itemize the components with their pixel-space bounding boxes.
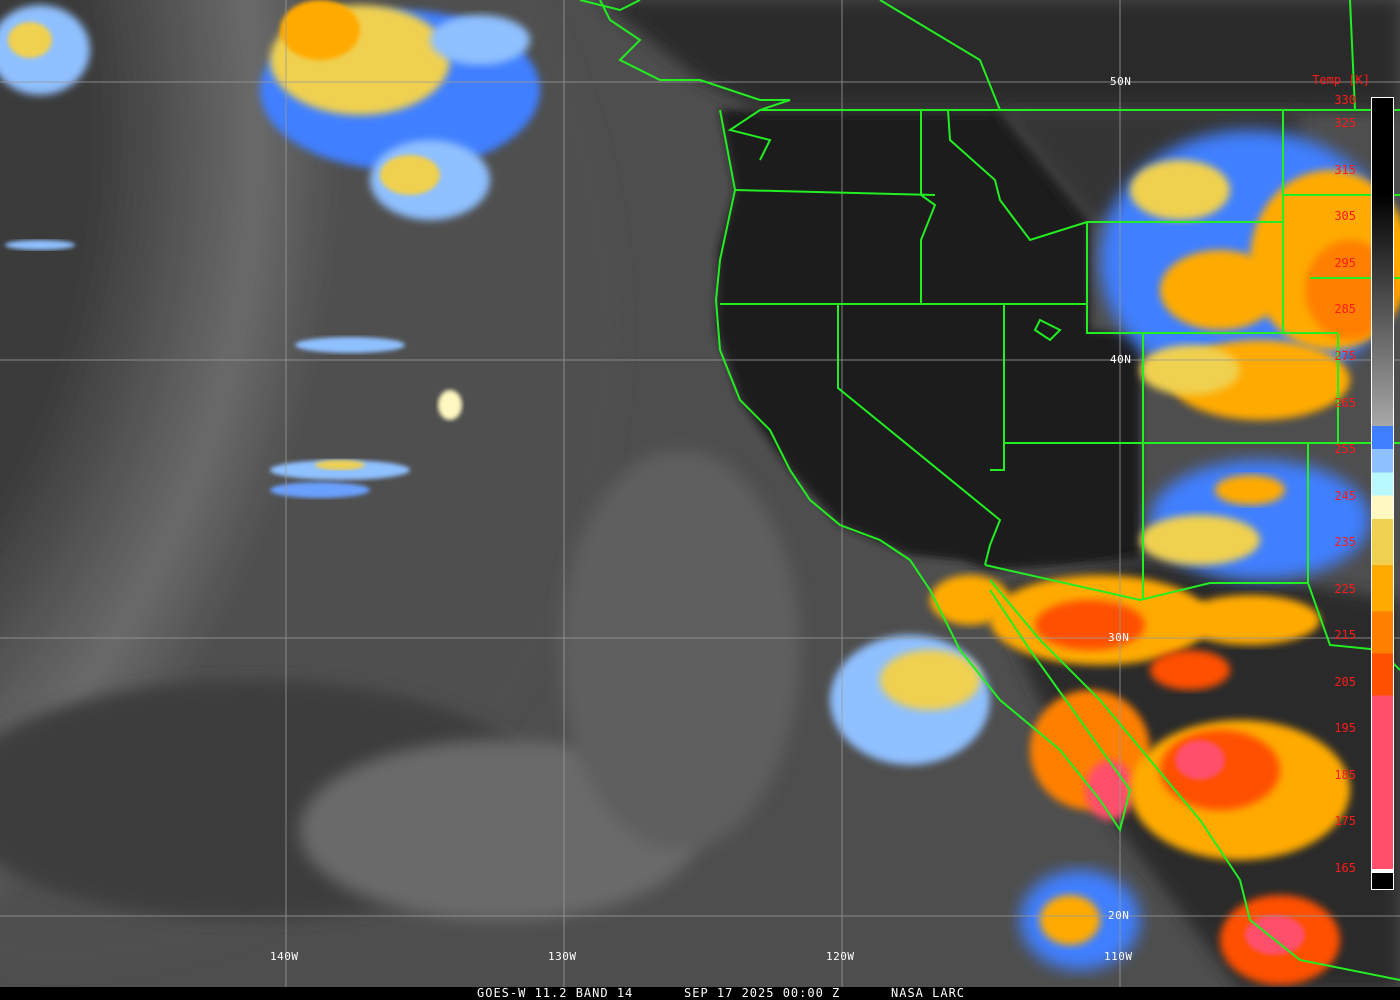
lon-label-110w: 110W (1104, 950, 1133, 963)
satellite-band-label: GOES-W 11.2 BAND 14 (477, 986, 634, 1000)
lon-label-120w: 120W (826, 950, 855, 963)
colorbar-tick-label: 185 (1334, 767, 1356, 782)
colorbar-tick-label: 295 (1334, 255, 1356, 270)
colorbar-tick-label: 330 (1334, 93, 1356, 107)
source-label: NASA LARC (891, 986, 966, 1000)
lat-label-20n: 20N (1108, 909, 1130, 922)
lat-label-50n: 50N (1110, 75, 1132, 88)
colorbar-tick-label: 235 (1334, 535, 1356, 550)
datetime-label: SEP 17 2025 00:00 Z (684, 986, 841, 1000)
colorbar-tick-label: 195 (1334, 721, 1356, 736)
colorbar-tick-label: 175 (1334, 814, 1356, 829)
colorbar-tick-label: 275 (1334, 349, 1356, 363)
colorbar-tick-label: 265 (1334, 395, 1356, 410)
caption-bar: GOES-W 11.2 BAND 14 SEP 17 2025 00:00 Z … (0, 987, 1400, 1000)
lat-label-30n: 30N (1108, 631, 1130, 644)
lon-label-130w: 130W (548, 950, 577, 963)
land-dark-west-us (716, 110, 1140, 570)
colorbar-tick-label: 205 (1334, 674, 1356, 689)
temperature-colorbar (1371, 97, 1394, 890)
political-borders (579, 0, 1400, 981)
colorbar-tick-label: 255 (1334, 442, 1356, 457)
colorbar-tick-label: 225 (1334, 581, 1356, 596)
colorbar-tick-label: 315 (1334, 162, 1356, 177)
lon-label-140w: 140W (270, 950, 299, 963)
colorbar-tick-label: 285 (1334, 302, 1356, 317)
colorbar-tick-label: 165 (1334, 861, 1356, 875)
colorbar-tick-label: 305 (1334, 209, 1356, 224)
lat-label-40n: 40N (1110, 353, 1132, 366)
colorbar-tick-label: 215 (1334, 628, 1356, 643)
colorbar-tick-label: 325 (1334, 116, 1356, 131)
colorbar-title: Temp [K] (1312, 73, 1370, 87)
colorbar-tick-label: 245 (1334, 488, 1356, 503)
